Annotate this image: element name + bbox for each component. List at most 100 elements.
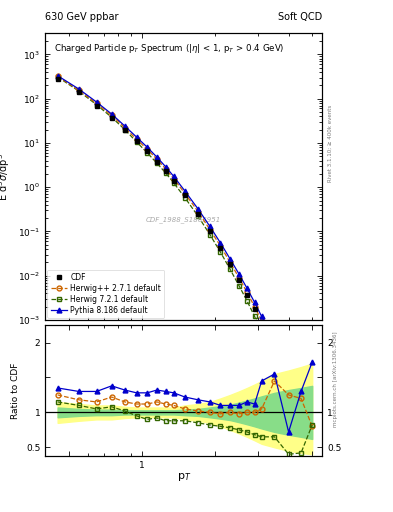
Herwig 7.2.1 default (272, 353, 277, 359)
CDF (77, 89, 81, 95)
CDF (154, 158, 159, 164)
CDF (237, 276, 241, 283)
CDF (163, 168, 168, 174)
Herwig 7.2.1 default (154, 160, 159, 166)
Herwig++ 2.7.1 default (237, 274, 241, 281)
Herwig 7.2.1 default (55, 74, 60, 80)
Herwig 7.2.1 default (77, 88, 81, 94)
Pythia 8.186 default (252, 300, 257, 306)
Y-axis label: E d$^3\sigma$/dp$^3$: E d$^3\sigma$/dp$^3$ (0, 153, 13, 201)
CDF (228, 261, 232, 267)
Herwig++ 2.7.1 default (245, 289, 250, 295)
CDF (145, 148, 150, 154)
Herwig++ 2.7.1 default (218, 243, 223, 249)
Herwig 7.2.1 default (163, 170, 168, 176)
Herwig 7.2.1 default (94, 102, 99, 108)
Pythia 8.186 default (171, 174, 176, 180)
CDF (94, 102, 99, 109)
Pythia 8.186 default (208, 223, 212, 229)
Pythia 8.186 default (299, 392, 303, 398)
Pythia 8.186 default (77, 86, 81, 92)
Pythia 8.186 default (123, 123, 127, 129)
Pythia 8.186 default (94, 99, 99, 105)
Herwig++ 2.7.1 default (196, 208, 200, 215)
Pythia 8.186 default (55, 73, 60, 79)
Herwig++ 2.7.1 default (134, 136, 139, 142)
CDF (55, 76, 60, 82)
Herwig 7.2.1 default (218, 249, 223, 255)
CDF (252, 306, 257, 312)
Herwig++ 2.7.1 default (228, 260, 232, 266)
Pythia 8.186 default (145, 144, 150, 151)
Herwig 7.2.1 default (310, 441, 314, 447)
CDF (259, 320, 264, 326)
Herwig++ 2.7.1 default (272, 342, 277, 348)
Herwig 7.2.1 default (252, 313, 257, 319)
CDF (183, 193, 187, 199)
Pythia 8.186 default (228, 256, 232, 262)
Text: 630 GeV ppbar: 630 GeV ppbar (45, 12, 119, 22)
CDF (171, 178, 176, 184)
Pythia 8.186 default (286, 366, 291, 372)
Text: Charged Particle p$_T$ Spectrum ($|\eta|$ < 1, p$_T$ > 0.4 GeV): Charged Particle p$_T$ Spectrum ($|\eta|… (53, 42, 284, 55)
Herwig++ 2.7.1 default (123, 125, 127, 131)
Herwig 7.2.1 default (171, 180, 176, 186)
Herwig 7.2.1 default (196, 213, 200, 219)
Line: Pythia 8.186 default: Pythia 8.186 default (55, 73, 315, 421)
Herwig++ 2.7.1 default (154, 156, 159, 162)
Text: mcplots.cern.ch [arXiv:1306.3436]: mcplots.cern.ch [arXiv:1306.3436] (333, 331, 338, 426)
Herwig 7.2.1 default (208, 231, 212, 238)
Herwig 7.2.1 default (286, 385, 291, 391)
Pythia 8.186 default (109, 111, 114, 117)
X-axis label: p$_T$: p$_T$ (176, 471, 191, 483)
Herwig++ 2.7.1 default (286, 370, 291, 376)
Y-axis label: Ratio to CDF: Ratio to CDF (11, 362, 20, 419)
CDF (134, 138, 139, 144)
Text: Soft QCD: Soft QCD (278, 12, 322, 22)
Herwig 7.2.1 default (134, 139, 139, 145)
Herwig++ 2.7.1 default (77, 87, 81, 93)
Pythia 8.186 default (183, 188, 187, 194)
Herwig 7.2.1 default (145, 150, 150, 156)
Pythia 8.186 default (134, 134, 139, 140)
Pythia 8.186 default (163, 164, 168, 170)
Herwig 7.2.1 default (183, 195, 187, 201)
Herwig++ 2.7.1 default (109, 112, 114, 118)
Line: Herwig++ 2.7.1 default: Herwig++ 2.7.1 default (55, 74, 315, 426)
Line: Herwig 7.2.1 default: Herwig 7.2.1 default (55, 74, 315, 446)
Herwig++ 2.7.1 default (310, 421, 314, 427)
Herwig++ 2.7.1 default (183, 190, 187, 197)
CDF (245, 292, 250, 298)
Pythia 8.186 default (245, 285, 250, 291)
Pythia 8.186 default (272, 337, 277, 343)
Herwig 7.2.1 default (245, 298, 250, 304)
Herwig 7.2.1 default (228, 266, 232, 272)
Herwig 7.2.1 default (299, 414, 303, 420)
CDF (123, 126, 127, 133)
CDF (272, 345, 277, 351)
Legend: CDF, Herwig++ 2.7.1 default, Herwig 7.2.1 default, Pythia 8.186 default: CDF, Herwig++ 2.7.1 default, Herwig 7.2.… (48, 270, 164, 318)
Herwig 7.2.1 default (109, 114, 114, 120)
Herwig 7.2.1 default (259, 328, 264, 334)
CDF (310, 425, 314, 432)
Herwig++ 2.7.1 default (299, 396, 303, 402)
CDF (286, 374, 291, 380)
Pythia 8.186 default (237, 271, 241, 277)
Herwig++ 2.7.1 default (208, 227, 212, 233)
Herwig++ 2.7.1 default (259, 318, 264, 324)
CDF (218, 245, 223, 251)
Pythia 8.186 default (218, 240, 223, 246)
Herwig++ 2.7.1 default (94, 100, 99, 106)
Herwig 7.2.1 default (237, 283, 241, 289)
CDF (196, 211, 200, 217)
Herwig++ 2.7.1 default (55, 73, 60, 79)
CDF (208, 228, 212, 234)
Pythia 8.186 default (259, 313, 264, 319)
Text: CDF_1988_S1865951: CDF_1988_S1865951 (146, 216, 221, 223)
Herwig++ 2.7.1 default (252, 304, 257, 310)
Pythia 8.186 default (196, 206, 200, 212)
CDF (299, 400, 303, 407)
Herwig++ 2.7.1 default (171, 176, 176, 182)
Pythia 8.186 default (310, 415, 314, 421)
Herwig 7.2.1 default (123, 126, 127, 133)
